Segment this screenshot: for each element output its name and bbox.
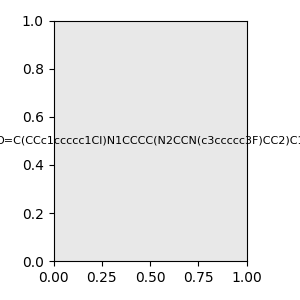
Text: O=C(CCc1ccccc1Cl)N1CCCC(N2CCN(c3ccccc3F)CC2)C1: O=C(CCc1ccccc1Cl)N1CCCC(N2CCN(c3ccccc3F)… (0, 136, 300, 146)
